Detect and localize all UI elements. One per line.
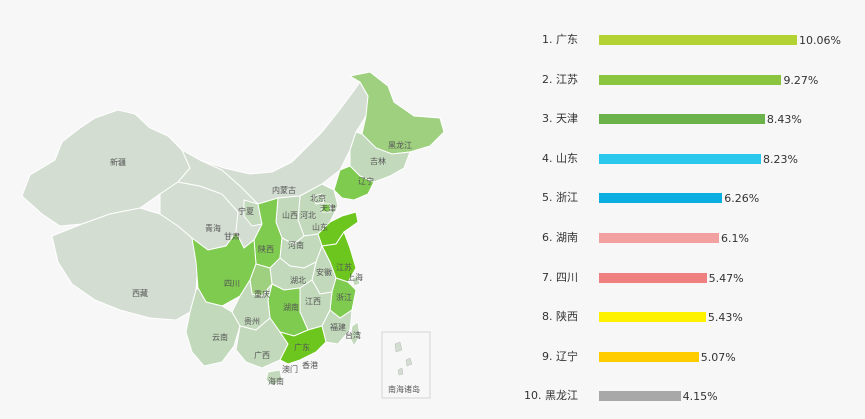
ranking-province-label: 1. 广东 [515, 30, 578, 50]
label-taiwan: 台湾 [345, 330, 361, 340]
ranking-value: 6.1% [721, 228, 749, 250]
label-hubei: 湖北 [290, 276, 306, 285]
label-ningxia: 宁夏 [238, 206, 254, 216]
label-neimenggu: 内蒙古 [272, 185, 296, 195]
label-hongkong: 香港 [302, 360, 318, 370]
label-zhejiang: 浙江 [336, 292, 352, 302]
ranking-row[interactable]: 6. 湖南 6.1% [515, 228, 860, 248]
ranking-bar [599, 391, 681, 401]
ranking-bar [599, 233, 719, 243]
ranking-row[interactable]: 8. 陕西 5.43% [515, 307, 860, 327]
label-guangdong: 广东 [294, 342, 310, 352]
ranking-bar [599, 114, 765, 124]
ranking-province-label: 9. 辽宁 [515, 347, 578, 367]
ranking-bar [599, 352, 699, 362]
ranking-value: 6.26% [724, 188, 759, 210]
label-liaoning: 辽宁 [358, 176, 374, 186]
ranking-row[interactable]: 9. 辽宁 5.07% [515, 347, 860, 367]
label-hunan: 湖南 [283, 302, 299, 312]
ranking-province-label: 5. 浙江 [515, 188, 578, 208]
ranking-province-label: 7. 四川 [515, 268, 578, 288]
ranking-value: 5.43% [708, 307, 743, 329]
label-south-sea: 南海诸岛 [388, 384, 420, 394]
ranking-province-label: 8. 陕西 [515, 307, 578, 327]
ranking-value: 8.43% [767, 109, 802, 131]
ranking-province-label: 2. 江苏 [515, 70, 578, 90]
label-henan: 河南 [288, 240, 304, 250]
ranking-row[interactable]: 4. 山东 8.23% [515, 149, 860, 169]
ranking-province-label: 10. 黑龙江 [515, 386, 578, 406]
ranking-value: 5.47% [709, 268, 744, 290]
label-hebei: 河北 [300, 210, 316, 220]
ranking-row[interactable]: 5. 浙江 6.26% [515, 188, 860, 208]
ranking-value: 5.07% [701, 347, 736, 369]
province-ranking-list: 1. 广东 10.06% 2. 江苏 9.27% 3. 天津 8.43% 4. 山东 8.23… [515, 30, 860, 410]
ranking-row[interactable]: 7. 四川 5.47% [515, 268, 860, 288]
ranking-province-label: 6. 湖南 [515, 228, 578, 248]
label-heilongjiang: 黑龙江 [388, 140, 412, 150]
label-guangxi: 广西 [254, 350, 270, 360]
label-shanxi: 山西 [282, 210, 298, 220]
ranking-row[interactable]: 10. 黑龙江 4.15% [515, 386, 860, 406]
ranking-value: 10.06% [799, 30, 841, 52]
map-svg: 新疆 西藏 青海 甘肃 内蒙古 宁夏 黑龙江 吉林 辽宁 北京 天津 河北 山西… [0, 0, 470, 419]
ranking-row[interactable]: 2. 江苏 9.27% [515, 70, 860, 90]
label-jiangxi: 江西 [305, 297, 321, 306]
label-tianjin: 天津 [320, 203, 336, 213]
label-hainan: 海南 [268, 376, 284, 386]
label-xizang: 西藏 [132, 288, 148, 298]
ranking-row[interactable]: 1. 广东 10.06% [515, 30, 860, 50]
ranking-row[interactable]: 3. 天津 8.43% [515, 109, 860, 129]
label-shaanxi: 陕西 [258, 244, 274, 254]
label-macau: 澳门 [282, 364, 298, 374]
label-yunnan: 云南 [212, 332, 228, 342]
label-anhui: 安徽 [316, 267, 332, 277]
ranking-value: 8.23% [763, 149, 798, 171]
label-jilin: 吉林 [370, 156, 386, 166]
ranking-bar [599, 193, 722, 203]
china-province-map: 新疆 西藏 青海 甘肃 内蒙古 宁夏 黑龙江 吉林 辽宁 北京 天津 河北 山西… [0, 0, 470, 419]
label-guizhou: 贵州 [244, 316, 260, 326]
ranking-bar [599, 273, 707, 283]
ranking-value: 9.27% [783, 70, 818, 92]
label-beijing: 北京 [310, 193, 326, 203]
label-shanghai: 上海 [347, 272, 363, 282]
label-shandong: 山东 [312, 222, 328, 232]
label-gansu: 甘肃 [224, 231, 240, 241]
label-chongqing: 重庆 [254, 289, 270, 299]
ranking-province-label: 4. 山东 [515, 149, 578, 169]
ranking-bar [599, 312, 706, 322]
ranking-value: 4.15% [683, 386, 718, 408]
label-sichuan: 四川 [224, 279, 240, 288]
ranking-bar [599, 154, 761, 164]
label-xinjiang: 新疆 [110, 157, 126, 167]
label-fujian: 福建 [330, 322, 346, 332]
label-jiangsu: 江苏 [336, 262, 352, 272]
ranking-bar [599, 35, 797, 45]
ranking-bar [599, 75, 781, 85]
ranking-province-label: 3. 天津 [515, 109, 578, 129]
label-qinghai: 青海 [205, 223, 221, 233]
